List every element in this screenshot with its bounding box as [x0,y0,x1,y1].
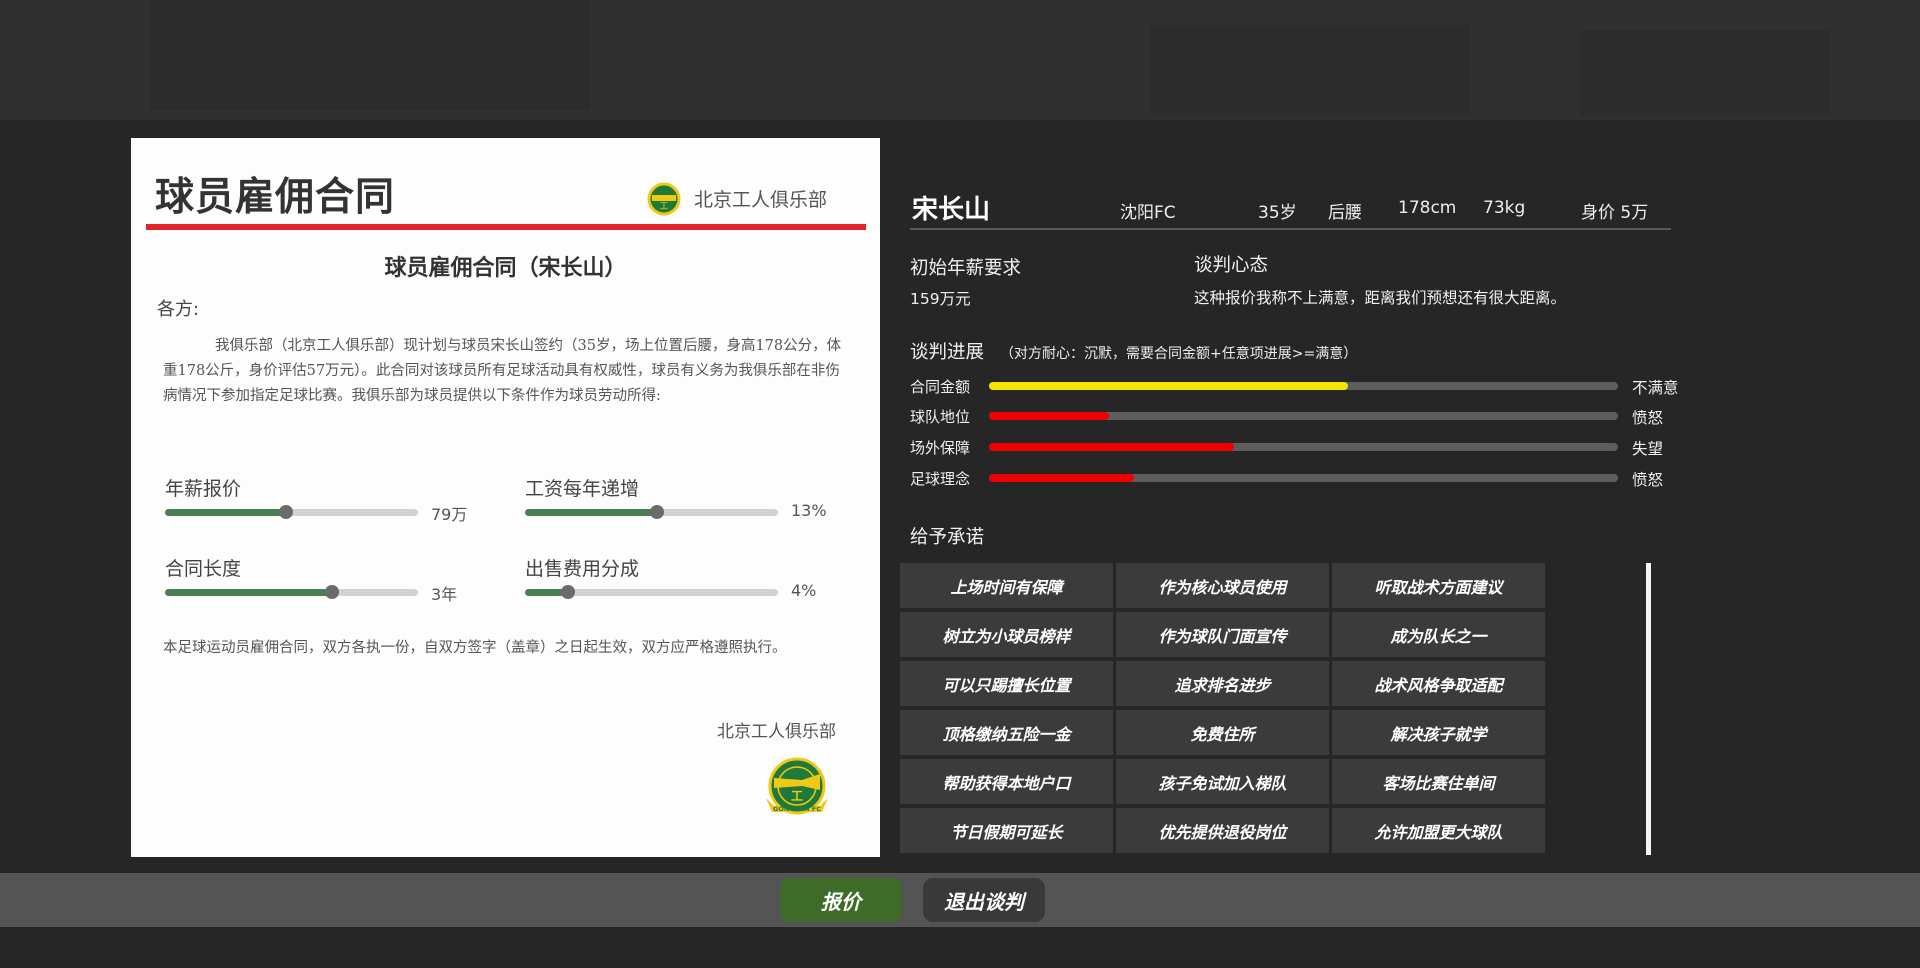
progress-fill [989,412,1109,420]
promise-option[interactable]: 解决孩子就学 [1332,710,1545,755]
progress-item-label: 场外保障 [910,439,971,457]
contract-document: 球员雇佣合同 工 北京工人俱乐部 球员雇佣合同（宋长山） 各方: 我俱乐部（北京… [131,138,880,857]
progress-status: 愤怒 [1632,409,1664,427]
promises-label: 给予承诺 [910,527,985,548]
salary-request-label: 初始年薪要求 [910,258,1022,279]
slider-value: 3年 [431,585,458,604]
background-ghost-panel [1150,25,1470,115]
promise-option[interactable]: 作为核心球员使用 [1116,563,1329,608]
promise-option[interactable]: 优先提供退役岗位 [1116,808,1329,853]
contract-slider[interactable] [165,585,418,599]
progress-bar [989,382,1618,390]
player-name: 宋长山 [912,195,991,225]
slider-thumb[interactable] [324,585,339,599]
player-position: 后腰 [1328,203,1362,223]
contract-subtitle: 球员雇佣合同（宋长山） [384,256,627,281]
logo-text: GONGREN FC [773,805,821,813]
promise-option[interactable]: 孩子免试加入梯队 [1116,759,1329,804]
svg-text:工: 工 [659,202,668,212]
promise-option[interactable]: 允许加盟更大球队 [1332,808,1545,853]
slider-thumb[interactable] [279,505,294,519]
promise-option[interactable]: 上场时间有保障 [900,563,1113,608]
slider-fill [165,509,287,516]
slider-thumb[interactable] [561,585,575,599]
slider-label: 合同长度 [165,558,242,580]
progress-label: 谈判进展 [910,342,985,363]
slider-fill [525,589,568,596]
progress-status: 不满意 [1632,379,1679,397]
progress-item-label: 球队地位 [910,408,971,426]
slider-thumb[interactable] [649,505,664,519]
slider-fill [165,589,332,596]
promise-option[interactable]: 成为队长之一 [1332,612,1545,657]
promises-scrollbar[interactable] [1646,563,1651,855]
progress-note: （对方耐心：沉默，需要合同金额+任意项进展>=满意） [1000,346,1358,362]
promise-option[interactable]: 可以只踢擅长位置 [900,661,1113,706]
background-ghost-panel [1580,30,1830,115]
slider-value: 13% [791,501,827,520]
player-market-value: 身价 5万 [1581,203,1649,223]
contract-slider[interactable] [525,585,778,599]
slider-label: 出售费用分成 [525,558,640,580]
player-divider [910,228,1671,230]
header-divider [146,224,866,230]
promise-option[interactable]: 作为球队门面宣传 [1116,612,1329,657]
promise-option[interactable]: 追求排名进步 [1116,661,1329,706]
svg-text:工: 工 [791,789,803,803]
promise-option[interactable]: 树立为小球员榜样 [900,612,1113,657]
progress-item-label: 足球理念 [910,470,971,488]
promise-option[interactable]: 免费住所 [1116,710,1329,755]
contract-slider[interactable] [525,505,778,519]
progress-fill [989,474,1134,482]
promise-option[interactable]: 帮助获得本地户口 [900,759,1113,804]
parties-label: 各方: [157,299,200,320]
progress-bar [989,474,1618,482]
club-name-header: 北京工人俱乐部 [694,189,828,211]
slider-label: 年薪报价 [165,478,242,500]
promise-option[interactable]: 顶格缴纳五险一金 [900,710,1113,755]
progress-bar [989,412,1618,420]
club-logo-icon: 工 [647,182,681,220]
contract-paragraph: 我俱乐部（北京工人俱乐部）现计划与球员宋长山签约（35岁，场上位置后腰，身高17… [163,338,842,404]
promise-option[interactable]: 客场比赛住单间 [1332,759,1545,804]
salary-request-value: 159万元 [910,290,971,308]
club-seal-logo-icon: 工 GONGREN FC [762,756,832,826]
player-height: 178cm [1398,198,1457,218]
slider-value: 4% [791,581,817,600]
slider-fill [525,509,657,516]
player-age: 35岁 [1258,203,1297,223]
offer-button[interactable]: 报价 [780,878,902,922]
promise-option[interactable]: 战术风格争取适配 [1332,661,1545,706]
progress-fill [989,443,1235,451]
contract-closing: 本足球运动员雇佣合同，双方各执一份，自双方签字（盖章）之日起生效，双方应严格遵照… [163,640,787,656]
progress-fill [989,382,1348,390]
player-weight: 73kg [1483,198,1526,218]
player-club: 沈阳FC [1120,203,1176,223]
contract-slider[interactable] [165,505,418,519]
background-top-panel [0,0,1920,120]
slider-value: 79万 [431,505,468,524]
progress-status: 愤怒 [1632,471,1664,489]
slider-label: 工资每年递增 [525,478,640,500]
progress-item-label: 合同金额 [910,378,971,396]
background-ghost-panel [150,0,590,110]
promises-grid: 上场时间有保障 作为核心球员使用 听取战术方面建议树立为小球员榜样 作为球队门面宣传成… [900,563,1545,853]
signature-club: 北京工人俱乐部 [717,722,836,742]
contract-title: 球员雇佣合同 [155,175,396,220]
promise-option[interactable]: 听取战术方面建议 [1332,563,1545,608]
mood-label: 谈判心态 [1194,255,1269,276]
exit-negotiation-button[interactable]: 退出谈判 [923,878,1045,922]
progress-status: 失望 [1632,440,1664,458]
mood-text: 这种报价我称不上满意，距离我们预想还有很大距离。 [1194,289,1567,307]
promise-option[interactable]: 节日假期可延长 [900,808,1113,853]
progress-bar [989,443,1618,451]
